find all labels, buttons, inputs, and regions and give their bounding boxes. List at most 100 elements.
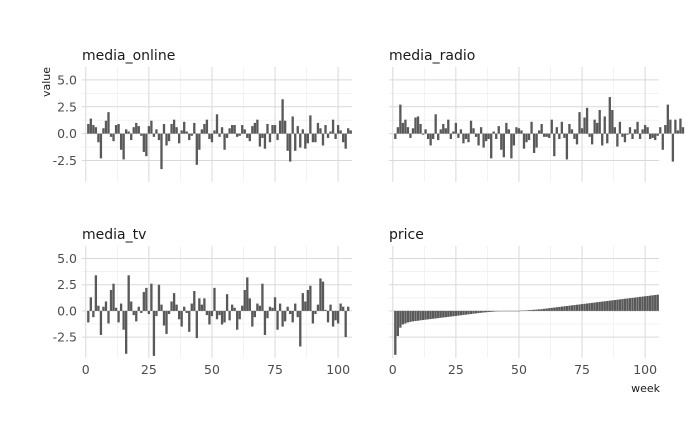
media-online-bar [205, 119, 209, 134]
media-online-bar [119, 133, 123, 150]
media-radio-bar [409, 133, 412, 138]
media-tv-bar [157, 284, 161, 311]
media-tv-bar [309, 285, 312, 311]
media-tv-bar [167, 310, 171, 315]
media-online-bar [203, 123, 206, 134]
price-bar [401, 310, 405, 325]
price-x-tick-label: 25 [448, 362, 464, 377]
media-radio-bar [646, 127, 649, 134]
media-tv-bar [114, 307, 118, 311]
price-bar [394, 310, 397, 355]
media-radio-bar [527, 133, 531, 141]
media-tv-bar [241, 305, 244, 311]
media-radio-bar [497, 126, 500, 134]
media-online-bar [268, 133, 272, 143]
media-tv-bar [112, 283, 115, 311]
price-bar [649, 295, 652, 311]
media-radio-bar [679, 118, 682, 134]
price-bar [631, 297, 634, 311]
price-bar [482, 310, 485, 313]
price-bar [558, 306, 561, 311]
media-tv-bar [109, 289, 113, 311]
media-radio-bar [565, 133, 569, 160]
media-radio-bar [598, 109, 601, 134]
price-bar [641, 296, 644, 311]
media-tv-bar [150, 283, 153, 311]
media-tv-bar [89, 297, 92, 311]
media-tv-bar [188, 310, 191, 332]
media-online-bar [89, 118, 92, 134]
media-online-bar [97, 133, 100, 143]
media-online-bar [289, 133, 292, 162]
media-tv-x-tick-label: 100 [326, 362, 350, 377]
price-bar [444, 310, 447, 318]
price-bar [492, 310, 495, 312]
media-tv-bar [152, 310, 156, 356]
media-radio-bar [426, 133, 430, 140]
media-radio-bar [558, 133, 561, 140]
media-radio-bar [492, 131, 495, 134]
media-tv-bar [145, 287, 148, 311]
media-radio-bar [601, 133, 604, 146]
media-online-bar [122, 133, 125, 160]
media-online-bar [334, 133, 337, 140]
price-bar [550, 307, 553, 311]
media-tv-bar [127, 275, 130, 311]
media-radio-bar [462, 133, 465, 144]
media-online-bar [162, 123, 166, 134]
media-online-bar [319, 128, 322, 134]
price-bar [537, 309, 541, 311]
media-radio-bar [643, 125, 647, 134]
price-bar [643, 296, 647, 311]
media-online-bar [349, 130, 352, 134]
media-online-bar [94, 127, 98, 134]
media-tv-bar [205, 310, 209, 316]
media-radio-bar [512, 133, 516, 146]
price-bar [406, 310, 410, 323]
media-radio-bar [449, 133, 452, 140]
media-tv-bar [253, 310, 257, 318]
price-bar [578, 304, 581, 311]
media-tv-bar [198, 298, 201, 311]
media-tv-y-tick-label: 5.0 [57, 251, 77, 266]
price-bar [464, 310, 468, 315]
price-bar [459, 310, 463, 316]
media-tv-bar [218, 310, 221, 316]
media-radio-bar [613, 127, 617, 134]
media-online-y-tick-label: 2.5 [57, 99, 77, 114]
media-tv-bar [299, 310, 302, 347]
price-bar [426, 310, 430, 320]
x-axis-label: week [631, 382, 661, 395]
media-tv-bar [258, 305, 262, 311]
media-tv-bar [326, 310, 330, 323]
price-bar [535, 309, 538, 311]
media-online-bar [208, 133, 211, 140]
media-online-bar [326, 133, 330, 138]
media-radio-bar [636, 121, 639, 134]
media-online-bar [220, 127, 224, 134]
media-tv-bar [215, 310, 219, 320]
media-online-bar [150, 120, 153, 134]
price-bar [618, 299, 622, 311]
media-tv-bar [155, 310, 158, 317]
media-tv-bar [170, 301, 173, 311]
media-tv-bar [137, 306, 140, 311]
media-tv-bar [246, 277, 249, 311]
media-radio-bar [472, 128, 475, 134]
media-online-bar [324, 125, 327, 134]
price-bar [527, 310, 531, 311]
price-bar [424, 310, 427, 320]
media-radio-bar [611, 109, 614, 134]
media-tv-bar [200, 304, 204, 311]
media-tv-bar [185, 310, 188, 313]
media-tv-bar [122, 310, 125, 330]
price-bar [530, 309, 533, 311]
price-bar [553, 307, 556, 311]
media-online-bar [137, 126, 140, 134]
media-tv-bar [304, 301, 307, 311]
media-tv-bar [130, 301, 133, 311]
price-x-tick-label: 50 [511, 362, 527, 377]
price-bar [606, 300, 609, 311]
media-tv-bar [147, 310, 151, 315]
media-online-bar [347, 128, 350, 134]
